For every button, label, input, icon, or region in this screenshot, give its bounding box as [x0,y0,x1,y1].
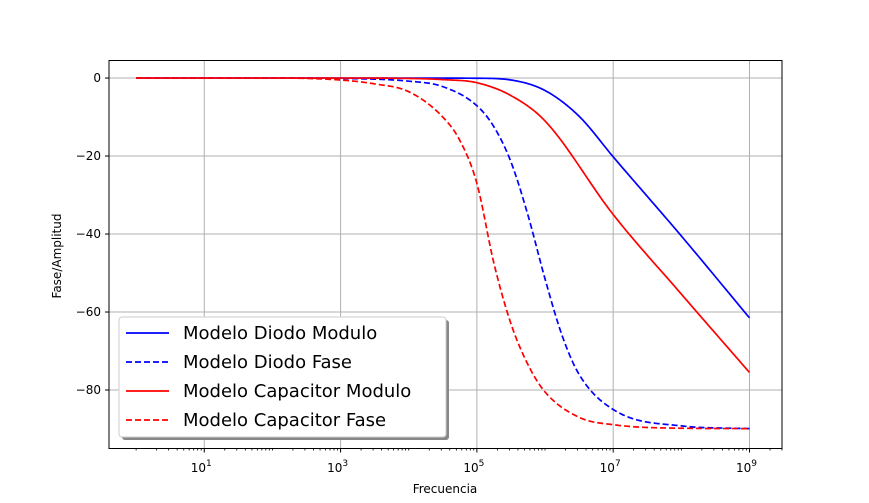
x-tick-label: 109 [736,459,757,475]
legend-label: Modelo Capacitor Fase [183,410,386,431]
series-line-modelo-capacitor-fase [136,77,750,430]
y-tick-label: −40 [76,227,101,241]
legend: Modelo Diodo Modulo Modelo Diodo Fase Mode… [118,316,449,440]
y-tick-label: 0 [93,71,101,85]
x-tick-label: 107 [600,459,621,475]
y-tick-label: −20 [76,149,101,163]
x-axis-ticks: 101 103 105 107 109 [135,448,783,475]
legend-label: Modelo Capacitor Modulo [183,381,411,402]
y-axis-label: Fase/Amplitud [50,214,64,299]
series-group [136,77,751,430]
legend-label: Modelo Diodo Fase [183,352,352,373]
y-tick-label: −60 [76,305,101,319]
x-tick-label: 101 [191,459,212,475]
y-tick-label: −80 [76,383,101,397]
x-tick-label: 103 [327,459,348,475]
x-axis-label: Frecuencia [413,482,478,496]
legend-label: Modelo Diodo Modulo [183,323,377,344]
x-tick-label: 105 [463,459,484,475]
y-axis-ticks: 0 −20 −40 −60 −80 [76,71,109,397]
plot-frame [108,60,783,449]
series-line-modelo-capacitor-modulo [136,77,751,374]
series-line-modelo-diodo-fase [136,77,750,430]
legend-box [118,316,447,438]
